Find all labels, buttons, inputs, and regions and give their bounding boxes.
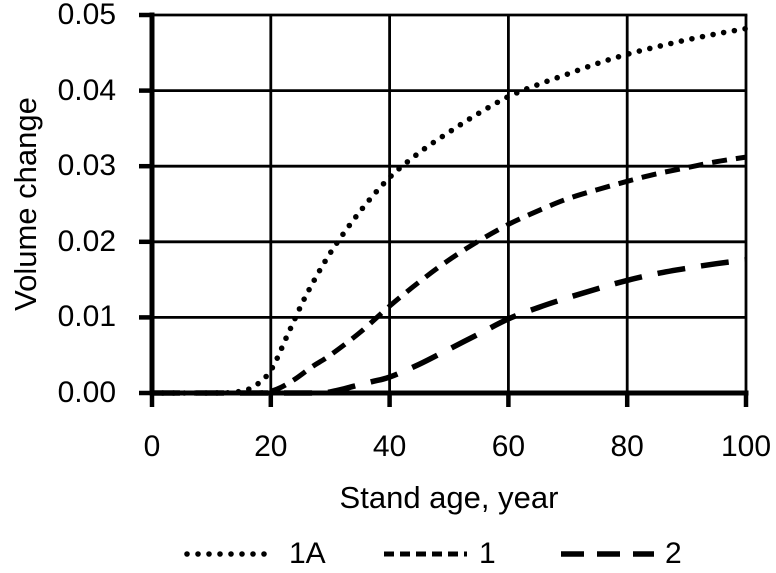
legend-label: 2 <box>665 537 682 570</box>
series-line-1A <box>149 25 749 396</box>
legend-swatch-dotted-icon <box>184 551 278 557</box>
legend-item-2: 2 <box>560 537 682 571</box>
x-tick-label: 80 <box>610 430 644 463</box>
legend-item-1: 1 <box>383 537 496 571</box>
series-line-2 <box>152 257 747 396</box>
x-tick-label: 100 <box>720 430 772 463</box>
legend-label: 1 <box>479 537 496 570</box>
x-axis-title: Stand age, year <box>339 480 559 515</box>
legend-swatch-long-dash-icon <box>561 551 654 557</box>
y-tick-label: 0.00 <box>57 376 116 409</box>
y-tick-label: 0.03 <box>57 149 116 183</box>
x-tick-label: 20 <box>254 430 288 463</box>
y-axis-title: Volume change <box>8 97 43 311</box>
series-line-1 <box>152 154 747 396</box>
legend-label: 1A <box>289 537 326 570</box>
legend-swatch-dash-icon <box>384 551 467 557</box>
x-tick-label: 0 <box>143 430 161 463</box>
y-tick-label: 0.05 <box>57 0 116 31</box>
y-tick-label: 0.02 <box>57 224 116 258</box>
y-tick-label: 0.01 <box>57 300 116 334</box>
y-tick-label: 0.04 <box>57 73 116 107</box>
x-tick-label: 60 <box>491 430 526 463</box>
legend-item-1A: 1A <box>183 537 326 571</box>
x-tick-label: 40 <box>372 430 407 463</box>
